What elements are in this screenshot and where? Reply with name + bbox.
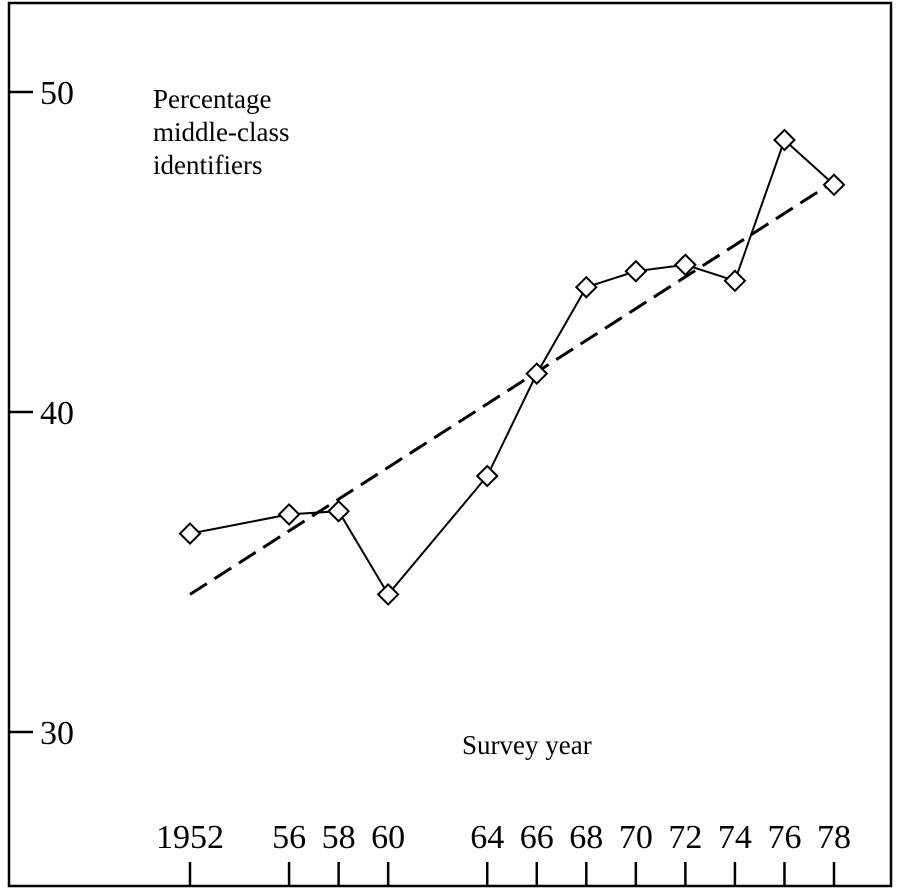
x-tick-label: 76 [767, 819, 801, 856]
trend-line [189, 180, 835, 596]
series-layer [178, 128, 846, 606]
data-point-diamond [723, 269, 747, 293]
data-point-diamond [822, 173, 846, 197]
x-tick-label: 64 [470, 819, 504, 856]
x-axis-ticks: 1952 56 58 60 64 66 68 70 72 74 76 78 [156, 819, 851, 886]
y-tick-label: 50 [40, 75, 74, 112]
plot-frame [7, 1, 893, 888]
data-point-diamond [574, 275, 598, 299]
x-tick-label: 58 [322, 819, 356, 856]
data-point-diamond [773, 128, 796, 152]
data-point-diamond [475, 464, 499, 488]
y-axis-label: Percentage middle-class identifiers [153, 84, 289, 180]
x-tick-label: 60 [371, 819, 405, 856]
data-point-diamond [673, 253, 697, 277]
y-tick-label: 30 [40, 715, 74, 752]
x-tick-label: 78 [817, 819, 851, 856]
data-series-line [189, 138, 835, 597]
x-axis-label: Survey year [462, 730, 592, 760]
y-axis-label-line: identifiers [153, 150, 262, 180]
y-axis-label-line: middle-class [153, 117, 289, 147]
x-tick-label: 72 [668, 819, 702, 856]
x-tick-label: 1952 [156, 819, 224, 856]
y-tick-label: 40 [40, 395, 74, 432]
data-point-diamond [624, 259, 648, 283]
x-tick-label: 68 [569, 819, 603, 856]
data-point-diamond [327, 499, 351, 523]
x-tick-label: 74 [718, 819, 752, 856]
data-point-diamond [178, 522, 202, 546]
x-tick-label: 56 [272, 819, 306, 856]
y-axis-label-line: Percentage [153, 84, 271, 114]
data-point-diamond [376, 582, 400, 606]
x-tick-label: 66 [520, 819, 554, 856]
y-axis-ticks: 30 40 50 [9, 75, 74, 752]
data-point-diamond [525, 362, 549, 386]
data-point-diamond [277, 502, 301, 526]
x-tick-label: 70 [619, 819, 653, 856]
